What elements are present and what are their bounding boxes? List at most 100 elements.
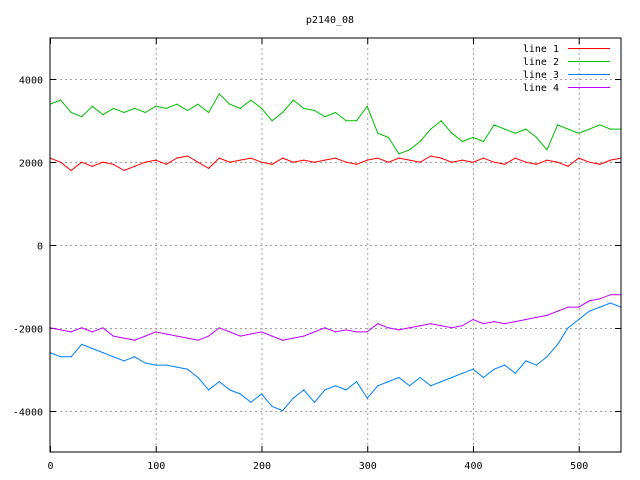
data-point-series-2 — [609, 128, 612, 130]
legend: line 1 line 2 line 3 line 4 — [523, 44, 610, 94]
data-point-series-3 — [419, 376, 421, 379]
y-tick-label: -4000 — [13, 408, 43, 419]
data-point-series-2 — [366, 105, 368, 107]
data-point-series-2 — [334, 111, 337, 114]
data-point-series-3 — [303, 389, 305, 391]
data-point-series-3 — [70, 356, 72, 358]
data-point-series-4 — [578, 306, 580, 308]
data-point-series-3 — [556, 343, 559, 345]
data-point-series-2 — [102, 113, 104, 116]
data-point-series-2 — [345, 120, 347, 122]
data-point-series-2 — [377, 132, 379, 134]
data-point-series-1 — [91, 165, 93, 167]
data-point-series-3 — [102, 352, 104, 354]
data-point-series-3 — [451, 376, 453, 379]
data-point-series-4 — [356, 331, 358, 333]
data-point-series-1 — [102, 161, 104, 163]
data-point-series-1 — [609, 159, 612, 161]
data-point-series-1 — [504, 163, 506, 165]
data-point-series-4 — [461, 325, 463, 327]
data-point-series-3 — [260, 393, 263, 395]
data-point-series-4 — [472, 318, 474, 321]
data-point-series-2 — [472, 136, 474, 138]
data-point-series-3 — [165, 364, 167, 366]
data-point-series-2 — [588, 128, 590, 130]
data-point-series-4 — [451, 327, 453, 329]
data-point-series-3 — [334, 385, 337, 387]
data-point-series-4 — [398, 329, 400, 331]
data-point-series-4 — [504, 323, 506, 325]
data-point-series-1 — [313, 161, 315, 163]
data-point-series-4 — [59, 329, 62, 331]
data-point-series-2 — [186, 109, 189, 112]
data-point-series-1 — [345, 161, 347, 163]
data-point-series-4 — [567, 306, 569, 308]
data-point-series-4 — [387, 327, 389, 329]
data-point-series-3 — [430, 385, 432, 387]
data-point-series-4 — [292, 337, 294, 339]
data-point-series-3 — [482, 376, 485, 379]
data-point-series-3 — [250, 401, 252, 403]
data-point-series-1 — [356, 163, 358, 165]
data-point-series-4 — [514, 320, 516, 323]
data-point-series-4 — [324, 327, 326, 329]
legend-label: line 2 — [523, 57, 559, 68]
data-point-series-2 — [70, 111, 72, 114]
data-point-series-1 — [514, 157, 516, 159]
data-point-series-2 — [91, 105, 93, 107]
data-point-series-4 — [482, 323, 485, 325]
data-point-series-1 — [387, 161, 389, 163]
data-point-series-1 — [292, 161, 294, 163]
data-point-series-2 — [525, 128, 527, 130]
data-point-series-3 — [218, 381, 220, 383]
data-point-series-4 — [408, 327, 411, 329]
data-point-series-4 — [144, 335, 146, 337]
data-point-series-1 — [271, 163, 273, 165]
data-point-series-2 — [398, 153, 400, 155]
data-point-series-3 — [504, 364, 506, 366]
data-point-series-4 — [282, 339, 284, 341]
data-point-series-4 — [599, 298, 601, 300]
data-point-series-3 — [588, 310, 590, 312]
data-point-series-1 — [556, 161, 559, 163]
data-point-series-2 — [461, 140, 463, 143]
data-point-series-2 — [112, 107, 115, 109]
data-point-series-4 — [313, 331, 315, 333]
data-point-series-4 — [123, 337, 125, 339]
data-point-series-4 — [546, 314, 548, 316]
data-point-series-4 — [239, 335, 241, 337]
data-point-series-1 — [218, 157, 220, 159]
data-point-series-3 — [313, 401, 315, 403]
data-point-series-1 — [482, 157, 485, 159]
data-point-series-2 — [482, 140, 485, 143]
data-point-series-3 — [324, 389, 326, 391]
data-point-series-3 — [292, 397, 294, 399]
data-point-series-2 — [229, 103, 231, 105]
data-point-series-1 — [599, 163, 601, 165]
legend-label: line 4 — [523, 83, 559, 94]
data-point-series-2 — [123, 111, 125, 114]
data-point-series-2 — [567, 128, 569, 130]
data-point-series-4 — [303, 335, 305, 337]
data-point-series-3 — [112, 356, 115, 358]
data-point-series-4 — [440, 325, 442, 327]
data-point-series-3 — [356, 381, 358, 383]
data-point-series-1 — [250, 157, 252, 159]
data-point-series-1 — [81, 161, 83, 163]
data-point-series-4 — [102, 327, 104, 329]
data-point-series-4 — [366, 331, 368, 333]
data-point-series-1 — [588, 161, 590, 163]
data-point-series-2 — [514, 132, 516, 134]
legend-label: line 3 — [523, 70, 559, 81]
data-point-series-1 — [186, 155, 189, 157]
data-point-series-4 — [271, 335, 273, 337]
data-point-series-3 — [567, 327, 569, 329]
data-point-series-3 — [461, 372, 463, 374]
data-point-series-1 — [430, 155, 432, 157]
data-point-series-3 — [239, 393, 241, 395]
data-point-series-1 — [260, 161, 263, 163]
data-point-series-3 — [345, 389, 347, 391]
data-point-series-4 — [176, 335, 178, 337]
data-point-series-3 — [229, 389, 231, 391]
